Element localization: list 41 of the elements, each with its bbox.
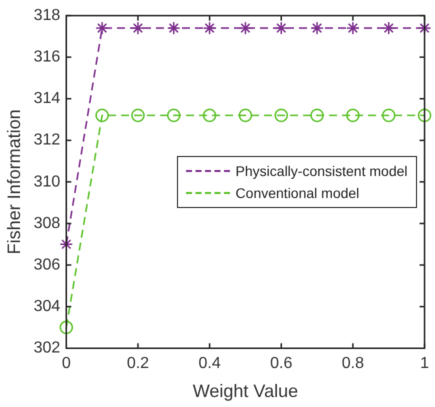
x-tick-label: 1: [420, 355, 430, 372]
point: [95, 21, 109, 35]
y-tick-label: 316: [34, 48, 60, 66]
point: [131, 21, 145, 35]
y-tick-label: 312: [34, 132, 60, 149]
x-axis-title: Weight Value: [192, 381, 298, 402]
point: [382, 108, 396, 122]
point: [310, 21, 324, 35]
y-tick-label: 310: [34, 173, 60, 190]
y-tick-label: 318: [34, 7, 60, 24]
point: [60, 238, 74, 252]
point: [95, 108, 109, 122]
point: [60, 320, 74, 334]
point: [167, 21, 181, 35]
point: [346, 21, 360, 35]
x-tick-label: 0.4: [198, 355, 221, 372]
point: [274, 21, 288, 35]
point: [202, 108, 216, 122]
y-tick-label: 314: [34, 90, 60, 108]
point: [418, 108, 432, 122]
y-tick-label: 306: [34, 256, 60, 274]
x-tick-label: 0: [62, 355, 71, 372]
point: [238, 108, 252, 122]
x-tick-label: 0.8: [342, 355, 364, 372]
point: [274, 108, 288, 122]
point: [167, 108, 181, 122]
x-tick-label: 0.6: [270, 355, 292, 372]
legend-label: Physically-consistent model: [236, 162, 408, 181]
point: [310, 108, 324, 122]
point: [418, 21, 432, 35]
x-tick-label: 0.2: [126, 355, 150, 372]
y-axis-title: Fisher Information: [4, 109, 24, 254]
point: [202, 21, 216, 35]
point: [238, 21, 252, 35]
point: [346, 108, 360, 122]
point: [382, 21, 396, 35]
point: [131, 108, 145, 122]
y-tick-label: 304: [34, 298, 60, 316]
y-tick-label: 308: [34, 214, 60, 232]
legend-label: Conventional model: [236, 184, 360, 203]
y-tick-label: 302: [34, 340, 60, 357]
